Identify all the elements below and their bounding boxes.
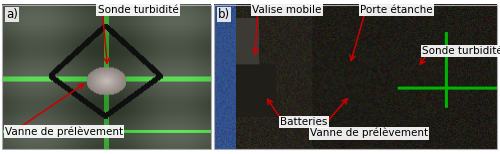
- Text: Valise mobile: Valise mobile: [252, 5, 322, 15]
- Text: Vanne de prélèvement: Vanne de prélèvement: [5, 126, 123, 137]
- Text: Vanne de prélèvement: Vanne de prélèvement: [310, 128, 428, 138]
- Text: Porte étanche: Porte étanche: [360, 5, 432, 15]
- Text: Batteries: Batteries: [280, 117, 328, 127]
- Bar: [2, 5, 211, 149]
- Text: Sonde turbidité: Sonde turbidité: [98, 5, 178, 15]
- Text: Sonde turbidité: Sonde turbidité: [422, 46, 500, 56]
- Bar: [214, 5, 496, 149]
- Text: a): a): [6, 8, 18, 21]
- Text: b): b): [218, 8, 230, 21]
